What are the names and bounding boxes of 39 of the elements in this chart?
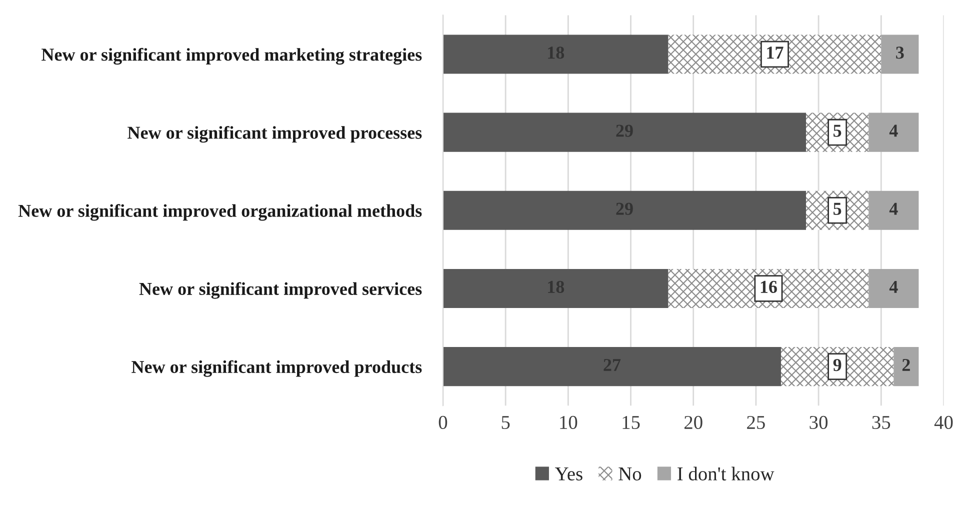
y-tick-label: New or significant improved products [132,360,422,377]
x-tick-label: 0 [438,416,448,430]
data-label: 3 [896,46,904,59]
x-tick-label: 30 [810,416,828,430]
bar [442,347,781,386]
legend-label: I don't know [678,466,774,480]
y-tick-label: New or significant improved services [139,282,422,299]
bar [668,268,869,308]
bar [442,34,668,74]
bar [868,268,919,308]
x-tick-label: 40 [934,416,953,430]
y-tick-label: New or significant improved organizational methods [18,204,422,221]
bar [881,34,919,74]
y-tick-label: New or significant improved processes [128,126,422,143]
bar [442,190,806,230]
x-tick-label: 25 [747,416,765,430]
x-tick-label: 5 [502,416,510,430]
data-label: 16 [760,280,777,294]
x-tick-label: 35 [872,416,890,430]
x-tick-label: 10 [560,416,578,430]
bar [868,112,919,152]
data-label: 5 [834,202,842,215]
data-label: 5 [834,124,842,137]
data-label: 4 [889,280,898,293]
x-tick-label: 15 [622,416,640,430]
bar [894,347,919,386]
data-label: 4 [889,124,898,137]
data-label: 4 [889,202,898,215]
bar [868,190,919,230]
bar [442,112,806,152]
bar [780,347,894,386]
legend-label: No [618,468,642,480]
data-label: 9 [833,358,842,372]
data-label: 17 [767,46,784,59]
bar [442,268,668,308]
legend-label: Yes [555,468,582,480]
y-tick-label: New or significant improved marketing strategies [42,48,422,65]
x-tick-label: 20 [684,416,702,430]
data-label: 2 [902,358,910,371]
